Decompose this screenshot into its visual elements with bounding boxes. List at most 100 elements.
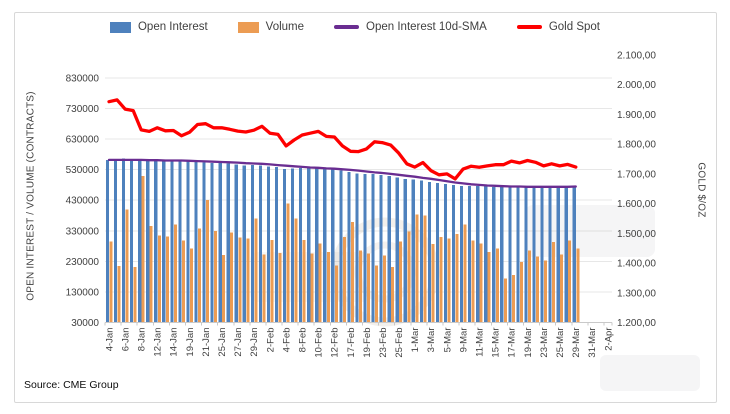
- svg-text:1.300,00: 1.300,00: [617, 288, 656, 299]
- svg-text:1.600,00: 1.600,00: [617, 199, 656, 210]
- svg-text:1.900,00: 1.900,00: [617, 110, 656, 121]
- svg-text:9-Mar: 9-Mar: [458, 328, 469, 353]
- volume-bar: [318, 243, 322, 323]
- svg-text:17-Feb: 17-Feb: [346, 328, 357, 358]
- svg-text:830000: 830000: [66, 73, 100, 84]
- volume-bar: [310, 253, 314, 323]
- open-interest-bar: [242, 165, 246, 323]
- x-axis: [104, 322, 613, 326]
- sma-line-swatch-icon: [334, 25, 360, 29]
- svg-text:23-Mar: 23-Mar: [539, 328, 550, 358]
- open-interest-bar: [435, 183, 440, 323]
- volume-bar: [173, 224, 177, 323]
- gold-spot-line-swatch-icon: [516, 24, 542, 30]
- legend-label-volume: Volume: [265, 21, 305, 33]
- open-interest-bar: [411, 179, 415, 323]
- open-interest-bar: [170, 160, 174, 323]
- volume-bar: [527, 250, 531, 323]
- volume-bar: [455, 233, 459, 323]
- legend-item-open-interest: Open Interest: [109, 21, 208, 33]
- volume-bar: [246, 238, 250, 323]
- volume-bar: [358, 250, 362, 323]
- volume-bar: [157, 235, 161, 323]
- volume-bar: [286, 203, 290, 323]
- volume-bar: [544, 260, 548, 323]
- open-interest-bar: [210, 163, 214, 323]
- open-interest-bar: [403, 178, 407, 323]
- svg-text:3-Mar: 3-Mar: [426, 328, 437, 353]
- open-interest-bar: [258, 165, 262, 323]
- legend-item-sma: Open Interest 10d-SMA: [334, 21, 487, 33]
- open-interest-bar: [508, 187, 512, 323]
- legend-item-volume: Volume: [237, 21, 305, 33]
- svg-text:29-Jan: 29-Jan: [249, 328, 260, 357]
- left-axis-tick-labels: 830000 730000 630000 530000 430000 330000 2300…: [66, 73, 100, 329]
- open-interest-bar: [500, 187, 504, 323]
- x-axis-labels: 4-Jan 6-Jan 8-Jan 12-Jan 14-Jan 19-Jan 21-Jan 2…: [104, 328, 614, 358]
- left-axis-title: OPEN INTEREST / VOLUME (CONTRACTS): [25, 91, 37, 301]
- volume-bar: [519, 261, 523, 323]
- volume-bar: [302, 239, 306, 323]
- open-interest-bar: [427, 181, 431, 323]
- open-interest-bar: [218, 162, 222, 323]
- volume-swatch-icon: [237, 21, 259, 33]
- volume-bar: [294, 218, 298, 323]
- open-interest-bars: [105, 158, 576, 323]
- chart-legend: Open Interest Volume Open Interest 10d-S…: [70, 21, 640, 33]
- svg-text:25-Feb: 25-Feb: [394, 328, 405, 358]
- open-interest-bar: [146, 160, 150, 323]
- open-interest-bar: [347, 172, 351, 323]
- volume-bar: [495, 248, 499, 323]
- right-axis-title: GOLD $/OZ: [695, 162, 707, 218]
- svg-text:1.800,00: 1.800,00: [617, 140, 656, 151]
- open-interest-bar: [226, 163, 230, 323]
- open-interest-bar: [105, 160, 110, 323]
- volume-bar: [479, 243, 483, 323]
- volume-bar: [552, 242, 556, 323]
- volume-bar: [431, 244, 435, 323]
- svg-text:19-Mar: 19-Mar: [523, 328, 534, 358]
- volume-bar: [439, 236, 443, 323]
- volume-bar: [447, 238, 451, 323]
- volume-bar: [383, 255, 387, 323]
- svg-text:2.100,00: 2.100,00: [617, 51, 656, 62]
- volume-bar: [415, 214, 419, 323]
- svg-text:630000: 630000: [66, 135, 100, 146]
- svg-text:29-Mar: 29-Mar: [571, 328, 582, 358]
- volume-bar: [149, 226, 153, 323]
- svg-text:330000: 330000: [66, 226, 100, 237]
- svg-text:530000: 530000: [66, 165, 100, 176]
- open-interest-bar: [282, 169, 287, 323]
- svg-text:25-Mar: 25-Mar: [555, 328, 566, 358]
- open-interest-bar: [379, 174, 383, 323]
- right-axis-tick-labels: 2.100,00 2.000,00 1.900,00 1.800,00 1.700,00…: [617, 51, 656, 330]
- open-interest-bar: [451, 185, 456, 323]
- open-interest-bar: [202, 162, 206, 323]
- svg-text:130000: 130000: [66, 287, 100, 298]
- open-interest-bar: [468, 186, 472, 323]
- open-interest-bar: [492, 186, 496, 323]
- svg-text:8-Feb: 8-Feb: [298, 328, 309, 353]
- legend-label-gold-spot: Gold Spot: [548, 21, 600, 33]
- open-interest-bar: [194, 162, 198, 323]
- volume-bar: [189, 248, 193, 323]
- volume-bar: [230, 232, 234, 323]
- open-interest-bar: [291, 168, 295, 323]
- open-interest-bar: [371, 173, 375, 323]
- volume-bar: [536, 256, 540, 323]
- volume-bar: [133, 266, 137, 323]
- volume-bars: [109, 175, 580, 323]
- volume-bar: [568, 240, 572, 323]
- volume-bar: [326, 252, 330, 323]
- volume-bar: [560, 254, 564, 323]
- volume-bar: [342, 236, 346, 323]
- svg-text:21-Jan: 21-Jan: [201, 328, 212, 357]
- svg-text:4-Jan: 4-Jan: [104, 328, 115, 352]
- volume-bar: [109, 241, 113, 323]
- open-interest-bar: [323, 169, 327, 323]
- svg-text:17-Mar: 17-Mar: [507, 328, 518, 358]
- volume-bar: [214, 230, 218, 323]
- volume-bar: [141, 175, 145, 323]
- open-interest-bar: [419, 180, 423, 323]
